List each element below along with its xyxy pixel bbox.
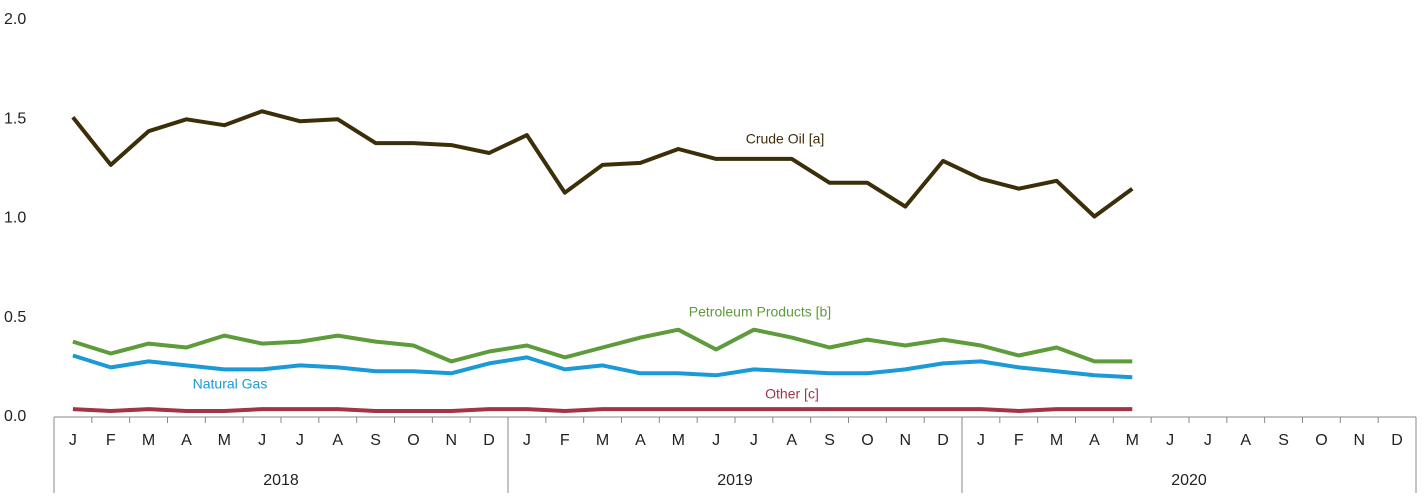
x-tick-label: J xyxy=(750,432,758,449)
series-label: Other [c] xyxy=(765,386,819,402)
x-tick-label: J xyxy=(69,432,77,449)
x-tick-label: S xyxy=(1278,432,1289,449)
group-label: 2020 xyxy=(1171,472,1207,489)
x-tick-label: J xyxy=(258,432,266,449)
x-tick-label: S xyxy=(370,432,381,449)
x-tick-label: N xyxy=(899,432,911,449)
x-tick-label: J xyxy=(1166,432,1174,449)
x-tick-label: F xyxy=(106,432,116,449)
x-tick-label: J xyxy=(523,432,531,449)
y-tick-label: 1.5 xyxy=(4,110,26,127)
y-tick-label: 0.5 xyxy=(4,309,26,326)
x-tick-label: A xyxy=(1240,432,1251,449)
x-tick-label: N xyxy=(445,432,457,449)
x-tick-label: J xyxy=(712,432,720,449)
y-tick-label: 2.0 xyxy=(4,11,26,28)
series-label: Natural Gas xyxy=(193,376,268,392)
series-line xyxy=(72,407,1133,413)
x-tick-label: J xyxy=(1204,432,1212,449)
series-line xyxy=(72,353,1133,380)
x-tick-label: A xyxy=(332,432,343,449)
x-tick-label: O xyxy=(407,432,419,449)
x-tick-label: M xyxy=(1126,432,1139,449)
group-label: 2018 xyxy=(263,472,299,489)
x-tick-label: M xyxy=(218,432,231,449)
series-label: Petroleum Products [b] xyxy=(689,304,831,320)
x-tick-label: D xyxy=(937,432,949,449)
x-tick-label: M xyxy=(672,432,685,449)
series-line xyxy=(71,109,1134,219)
series-line xyxy=(72,327,1133,364)
x-tick-label: S xyxy=(824,432,835,449)
y-tick-label: 0.0 xyxy=(4,408,26,425)
x-tick-label: A xyxy=(635,432,646,449)
x-tick-label: D xyxy=(483,432,495,449)
x-tick-label: N xyxy=(1353,432,1365,449)
x-tick-label: M xyxy=(142,432,155,449)
group-label: 2019 xyxy=(717,472,753,489)
x-tick-label: D xyxy=(1391,432,1403,449)
x-tick-label: A xyxy=(181,432,192,449)
x-tick-label: M xyxy=(596,432,609,449)
x-tick-label: F xyxy=(560,432,570,449)
x-tick-label: O xyxy=(1315,432,1327,449)
x-tick-label: M xyxy=(1050,432,1063,449)
series-label: Crude Oil [a] xyxy=(746,131,825,147)
x-tick-label: O xyxy=(861,432,873,449)
x-tick-label: A xyxy=(786,432,797,449)
x-tick-label: J xyxy=(296,432,304,449)
x-tick-label: J xyxy=(977,432,985,449)
x-tick-label: A xyxy=(1089,432,1100,449)
x-tick-label: F xyxy=(1014,432,1024,449)
y-tick-label: 1.0 xyxy=(4,210,26,227)
